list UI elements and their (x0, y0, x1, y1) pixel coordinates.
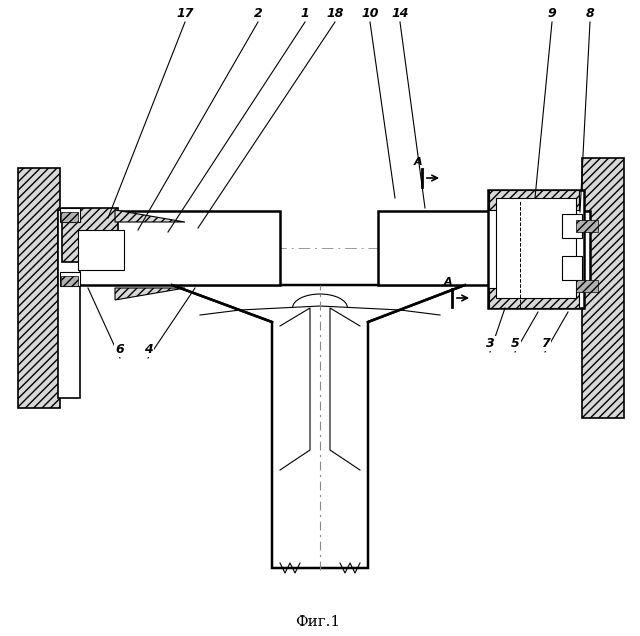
Text: 14: 14 (391, 7, 409, 20)
Bar (489, 190, 579, 210)
Bar (576, 220, 598, 232)
Text: А: А (413, 157, 422, 167)
Text: 10: 10 (361, 7, 379, 20)
Bar (60, 208, 80, 222)
Bar (78, 230, 124, 270)
Text: 9: 9 (548, 7, 556, 20)
Text: 4: 4 (143, 343, 152, 356)
Bar (562, 256, 582, 280)
Bar (61, 212, 78, 222)
Bar (58, 210, 80, 398)
Bar (496, 198, 576, 298)
Text: 3: 3 (486, 337, 494, 350)
Bar (562, 214, 582, 238)
Polygon shape (115, 288, 185, 300)
Text: Фиг.1: Фиг.1 (296, 615, 340, 629)
Bar (489, 288, 579, 308)
Text: 17: 17 (176, 7, 194, 20)
Bar (18, 168, 60, 408)
Text: 1: 1 (301, 7, 309, 20)
Bar (61, 276, 78, 286)
Text: А: А (444, 277, 452, 287)
Text: 7: 7 (541, 337, 549, 350)
Text: 18: 18 (326, 7, 344, 20)
Bar (576, 280, 598, 292)
Text: 2: 2 (253, 7, 262, 20)
Polygon shape (115, 210, 185, 222)
Text: 5: 5 (511, 337, 520, 350)
Bar (378, 211, 590, 285)
Polygon shape (172, 285, 465, 568)
Text: 6: 6 (116, 343, 124, 356)
Text: 8: 8 (586, 7, 595, 20)
Bar (62, 208, 118, 262)
Bar (60, 272, 80, 286)
Bar (582, 158, 624, 418)
Bar (488, 190, 584, 308)
Bar (58, 211, 280, 285)
